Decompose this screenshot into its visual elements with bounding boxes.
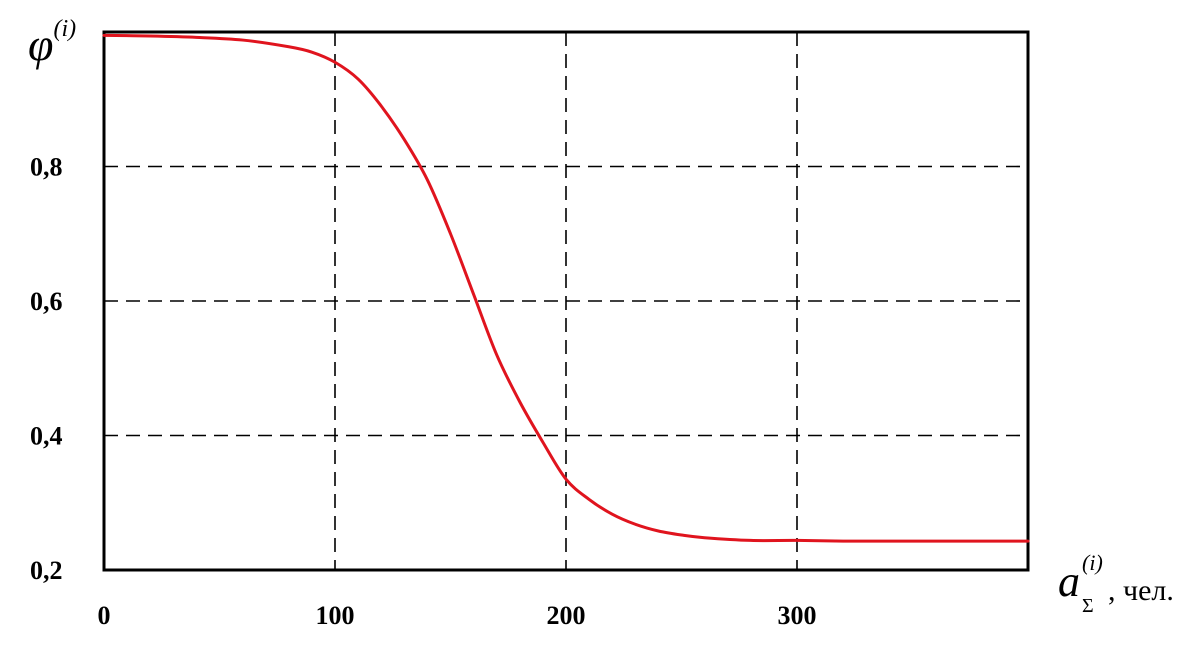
y-tick-label-1: 0,4	[30, 422, 63, 451]
y-tick-labels: 0,2 0,4 0,6 0,8	[30, 153, 63, 586]
y-axis-label: φ(i)	[28, 16, 76, 70]
x-tick-label-3: 300	[778, 601, 817, 630]
series-layer	[102, 33, 1030, 543]
x-tick-labels: 0 100 200 300	[98, 601, 817, 630]
x-tick-label-2: 200	[547, 601, 586, 630]
x-axis-symbol: a	[1058, 557, 1080, 606]
x-tick-label-1: 100	[316, 601, 355, 630]
x-axis-superscript: (i)	[1082, 550, 1103, 575]
y-axis-symbol: φ	[28, 19, 53, 70]
y-axis-superscript: (i)	[53, 16, 76, 42]
y-tick-label-3: 0,8	[30, 153, 63, 182]
y-tick-label-2: 0,6	[30, 287, 63, 316]
plot-frame	[102, 30, 1030, 572]
x-tick-label-0: 0	[98, 601, 111, 630]
series-line-0	[102, 33, 1030, 543]
x-axis-label: a(i)	[1058, 550, 1103, 606]
x-axis-subscript: Σ	[1082, 595, 1094, 617]
y-tick-label-0: 0,2	[30, 556, 63, 585]
x-axis-unit: , чел.	[1108, 574, 1174, 607]
grid	[104, 32, 1028, 570]
